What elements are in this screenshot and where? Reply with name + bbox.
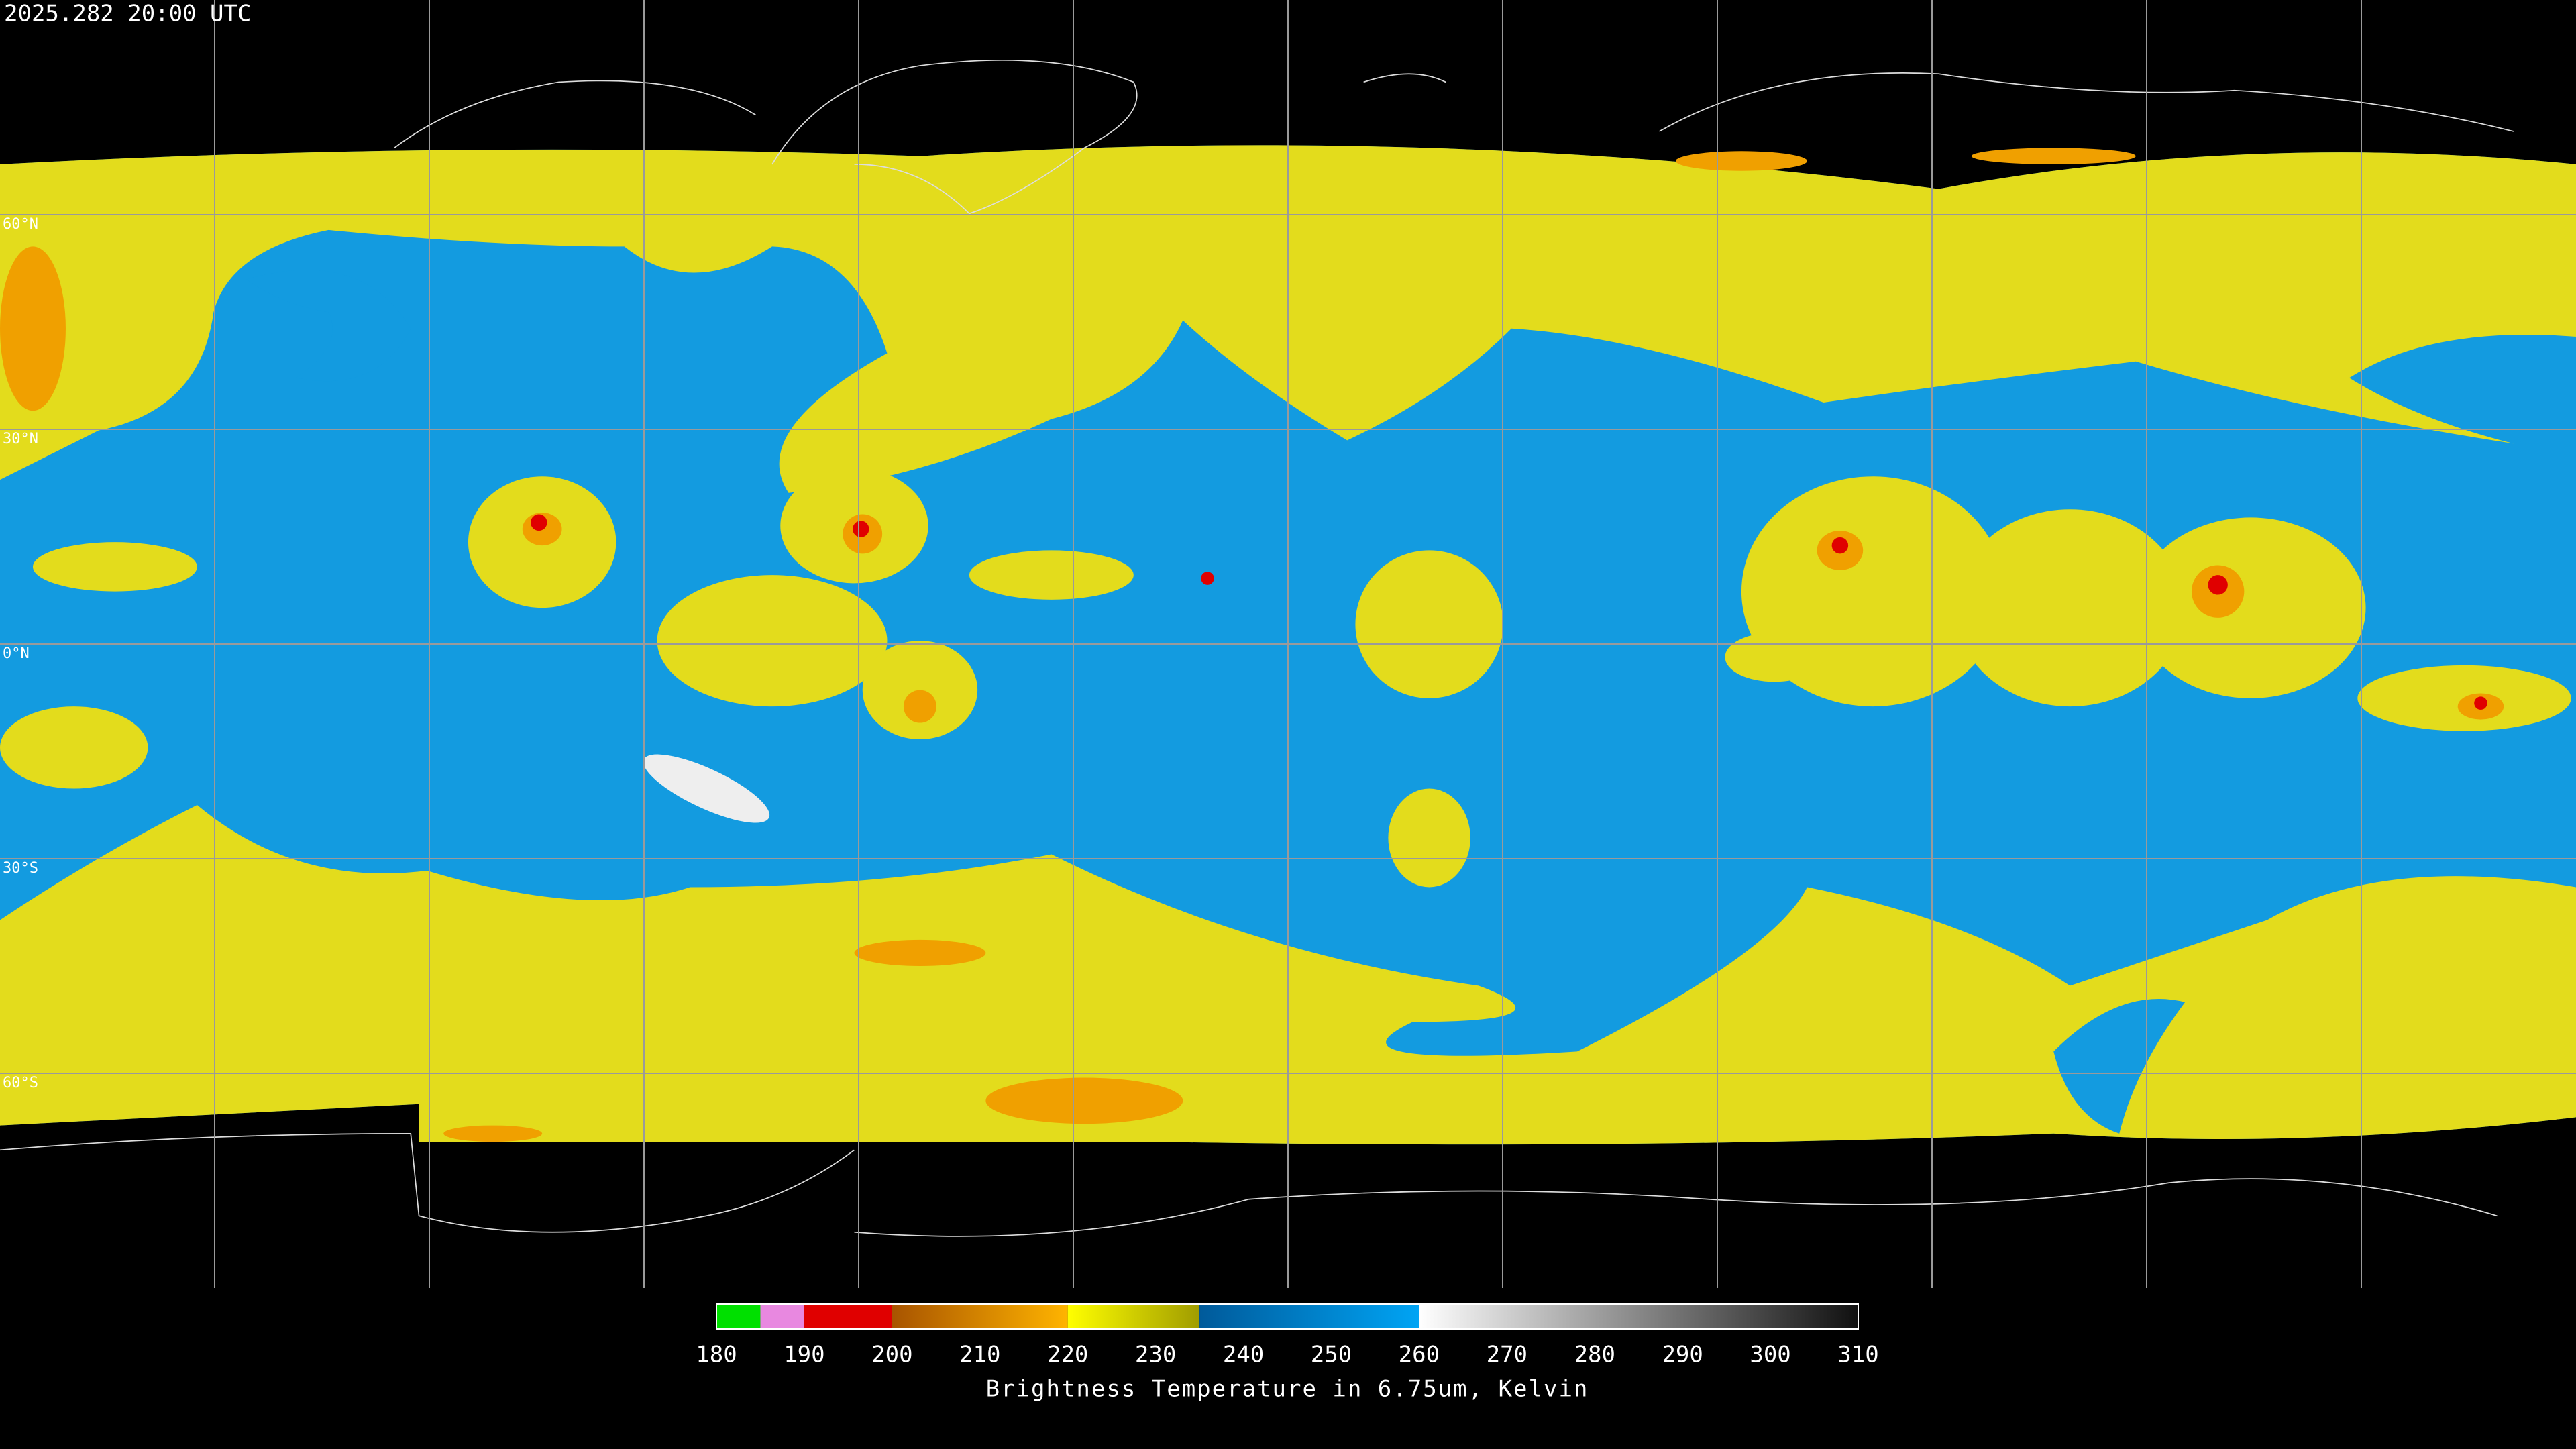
latitude-label: 60°S bbox=[3, 1075, 38, 1091]
colorbar-segment bbox=[760, 1304, 804, 1329]
colorbar-tick-label: 280 bbox=[1574, 1342, 1615, 1368]
colorbar-frame bbox=[716, 1303, 1859, 1330]
colorbar-segment bbox=[1067, 1304, 1200, 1329]
colorbar-tick-label: 210 bbox=[959, 1342, 1000, 1368]
latitude-label: 0°N bbox=[3, 645, 30, 662]
tropical-convection bbox=[0, 468, 2571, 888]
colorbar-tick-label: 180 bbox=[696, 1342, 737, 1368]
coastlines bbox=[0, 59, 2514, 1237]
colorbar-segment bbox=[804, 1304, 892, 1329]
colorbar-tick-label: 270 bbox=[1487, 1342, 1527, 1368]
colorbar-tick-label: 260 bbox=[1399, 1342, 1440, 1368]
colorbar-tick-label: 310 bbox=[1837, 1342, 1878, 1368]
latitude-label: 60°N bbox=[3, 216, 38, 233]
timestamp: 2025.282 20:00 UTC bbox=[4, 1, 251, 28]
colorbar-segment bbox=[892, 1304, 1068, 1329]
colorbar: 180 190 200 210 220 230 240 250 260 270 280 290 300 3… bbox=[696, 1304, 1879, 1368]
colorbar-tick-label: 230 bbox=[1135, 1342, 1176, 1368]
colorbar-tick-label: 250 bbox=[1311, 1342, 1352, 1368]
colorbar-tick-label: 190 bbox=[784, 1342, 824, 1368]
latitude-label: 30°N bbox=[3, 431, 38, 447]
colorbar-tick-label: 200 bbox=[871, 1342, 912, 1368]
southern-pocket bbox=[2053, 998, 2186, 1134]
colorbar-tick-label: 220 bbox=[1047, 1342, 1088, 1368]
colorbar-title: Brightness Temperature in 6.75um, Kelvin bbox=[986, 1376, 1589, 1403]
colorbar-tick-label: 290 bbox=[1662, 1342, 1703, 1368]
colorbar-tick-label: 240 bbox=[1223, 1342, 1264, 1368]
orange-patches bbox=[0, 148, 2136, 1142]
graticule: 60°N 30°N 0°N 30°S 60°S bbox=[0, 0, 2576, 1288]
colorbar-segment bbox=[716, 1304, 761, 1329]
cold-patch bbox=[643, 754, 770, 823]
colorbar-tick-label: 300 bbox=[1750, 1342, 1790, 1368]
colorbar-segment bbox=[1199, 1304, 1419, 1329]
northern-swirl bbox=[246, 270, 411, 382]
colorbar-segment bbox=[1419, 1304, 1858, 1329]
latitude-label: 30°S bbox=[3, 860, 38, 877]
